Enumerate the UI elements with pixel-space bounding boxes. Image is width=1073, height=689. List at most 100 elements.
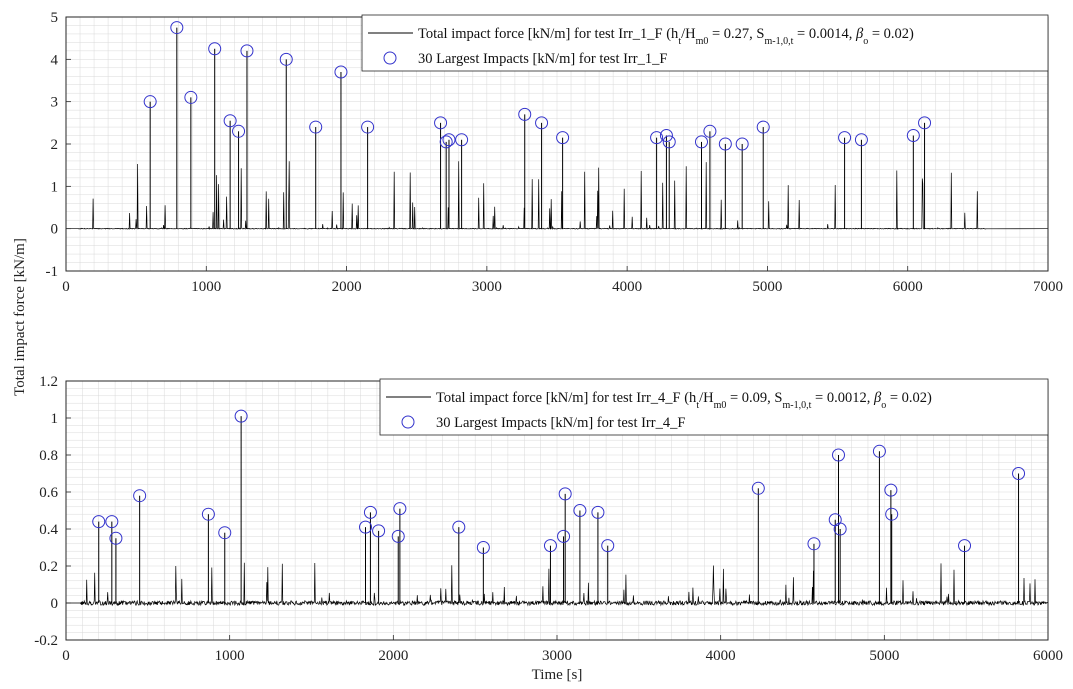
top-peak-marker bbox=[535, 116, 549, 130]
bottom-peak-marker bbox=[218, 526, 232, 540]
top-peak-marker bbox=[703, 124, 717, 138]
top-legend: Total impact force [kN/m] for test Irr_1… bbox=[361, 14, 1049, 72]
bottom-peak-marker bbox=[133, 489, 147, 503]
bottom-peak-markers bbox=[92, 409, 1026, 554]
top-peak-marker bbox=[650, 131, 664, 145]
bottom-peak-marker bbox=[558, 487, 572, 501]
bottom-peak-marker bbox=[885, 507, 899, 521]
bottom-peak-marker bbox=[573, 504, 587, 517]
top-peak-marker bbox=[279, 52, 293, 66]
bottom-peak-marker bbox=[751, 481, 765, 495]
top-y-tick-label: 5 bbox=[51, 10, 59, 26]
bottom-legend-box bbox=[379, 378, 1049, 436]
top-peak-marker bbox=[718, 137, 732, 151]
bottom-peak-marker bbox=[1012, 467, 1026, 480]
top-peak-marker bbox=[659, 129, 673, 143]
bottom-peak-marker bbox=[359, 520, 373, 534]
bottom-peak-marker bbox=[601, 539, 615, 553]
bottom-y-tick-label: 0.6 bbox=[39, 485, 58, 501]
top-force-trace bbox=[66, 161, 1049, 230]
top-peak-marker bbox=[918, 116, 932, 130]
bottom-peak-marker bbox=[872, 444, 886, 458]
bottom-peak-marker bbox=[833, 522, 847, 536]
top-y-tick-label: 4 bbox=[51, 52, 59, 68]
top-x-tick-label: 4000 bbox=[612, 279, 642, 295]
bottom-x-tick-label: 5000 bbox=[869, 648, 899, 664]
top-peak-marker bbox=[455, 133, 469, 147]
bottom-x-tick-label: 0 bbox=[62, 648, 70, 664]
bottom-tick-labels: 0 1000 2000 3000 4000 5000 6000-0.200.20.40.60… bbox=[34, 374, 1063, 664]
top-peak-marker bbox=[232, 124, 246, 138]
bottom-y-tick-label: -0.2 bbox=[34, 633, 58, 649]
bottom-peak-marker bbox=[372, 524, 386, 538]
bottom-x-tick-label: 4000 bbox=[706, 648, 736, 664]
bottom-signal-line bbox=[66, 416, 1049, 607]
top-peak-marker bbox=[334, 65, 348, 79]
top-y-tick-label: -1 bbox=[46, 264, 59, 280]
top-peak-marker bbox=[735, 137, 749, 151]
top-peak-marker bbox=[756, 120, 770, 134]
bottom-peak-marker bbox=[807, 537, 821, 551]
bottom-x-tick-label: 6000 bbox=[1033, 648, 1063, 664]
top-peak-marker bbox=[208, 42, 222, 56]
bottom-legend: Total impact force [kN/m] for test Irr_4… bbox=[379, 378, 1049, 436]
bottom-peak-marker bbox=[92, 515, 106, 529]
top-x-tick-label: 3000 bbox=[472, 279, 502, 295]
top-peak-marker bbox=[442, 133, 456, 147]
top-legend-series-entry: Total impact force [kN/m] for test Irr_1… bbox=[418, 26, 914, 47]
top-peak-marker bbox=[184, 90, 198, 104]
top-peak-markers bbox=[143, 21, 932, 151]
x-axis-label: Time [s] bbox=[532, 667, 583, 683]
top-peak-marker bbox=[143, 95, 157, 109]
top-legend-peaks-entry: 30 Largest Impacts [kN/m] for test Irr_1… bbox=[418, 51, 667, 67]
bottom-x-tick-label: 3000 bbox=[542, 648, 572, 664]
top-y-tick-label: 1 bbox=[51, 179, 59, 195]
top-peak-marker bbox=[694, 135, 708, 149]
top-signal-line bbox=[66, 27, 1049, 230]
bottom-peak-marker bbox=[958, 539, 972, 553]
top-peak-marker bbox=[854, 133, 868, 147]
bottom-y-tick-label: 1 bbox=[51, 411, 59, 427]
top-peak-marker bbox=[361, 120, 375, 134]
bottom-legend-marker-swatch bbox=[401, 415, 415, 429]
top-peak-marker bbox=[240, 44, 254, 58]
top-peak-marker bbox=[906, 129, 920, 143]
top-peak-marker bbox=[439, 135, 453, 149]
bottom-peak-marker bbox=[105, 515, 119, 529]
bottom-legend-series-entry: Total impact force [kN/m] for test Irr_4… bbox=[436, 390, 932, 411]
top-y-tick-label: 3 bbox=[51, 95, 59, 111]
top-peak-marker bbox=[434, 116, 448, 130]
top-y-tick-label: 0 bbox=[51, 222, 59, 238]
bottom-peak-marker bbox=[393, 502, 407, 516]
bottom-y-tick-label: 1.2 bbox=[39, 374, 58, 390]
top-x-tick-label: 1000 bbox=[191, 279, 221, 295]
top-legend-marker-swatch bbox=[383, 51, 397, 65]
top-peak-marker bbox=[223, 114, 237, 128]
bottom-peak-marker bbox=[363, 505, 377, 519]
bottom-peak-marker bbox=[234, 409, 248, 423]
bottom-peak-marker bbox=[452, 520, 466, 534]
bottom-y-tick-label: 0 bbox=[51, 596, 59, 612]
bottom-y-tick-label: 0.4 bbox=[39, 522, 58, 538]
top-x-tick-label: 0 bbox=[62, 279, 70, 295]
top-peak-marker bbox=[662, 135, 676, 149]
top-x-tick-label: 2000 bbox=[332, 279, 362, 295]
top-x-tick-label: 7000 bbox=[1033, 279, 1063, 295]
bottom-peak-marker bbox=[391, 529, 405, 543]
bottom-peak-marker bbox=[832, 448, 846, 462]
bottom-peak-marker bbox=[476, 541, 490, 554]
bottom-x-tick-label: 2000 bbox=[378, 648, 408, 664]
top-x-tick-label: 6000 bbox=[893, 279, 923, 295]
top-peak-marker bbox=[838, 131, 852, 145]
bottom-peak-marker bbox=[884, 483, 898, 497]
top-legend-box bbox=[361, 14, 1049, 72]
top-x-tick-label: 5000 bbox=[752, 279, 782, 295]
bottom-peak-marker bbox=[557, 529, 571, 543]
bottom-peak-marker bbox=[201, 507, 215, 521]
top-peak-marker bbox=[170, 21, 184, 35]
top-y-tick-label: 2 bbox=[51, 137, 59, 153]
bottom-y-tick-label: 0.8 bbox=[39, 448, 58, 464]
